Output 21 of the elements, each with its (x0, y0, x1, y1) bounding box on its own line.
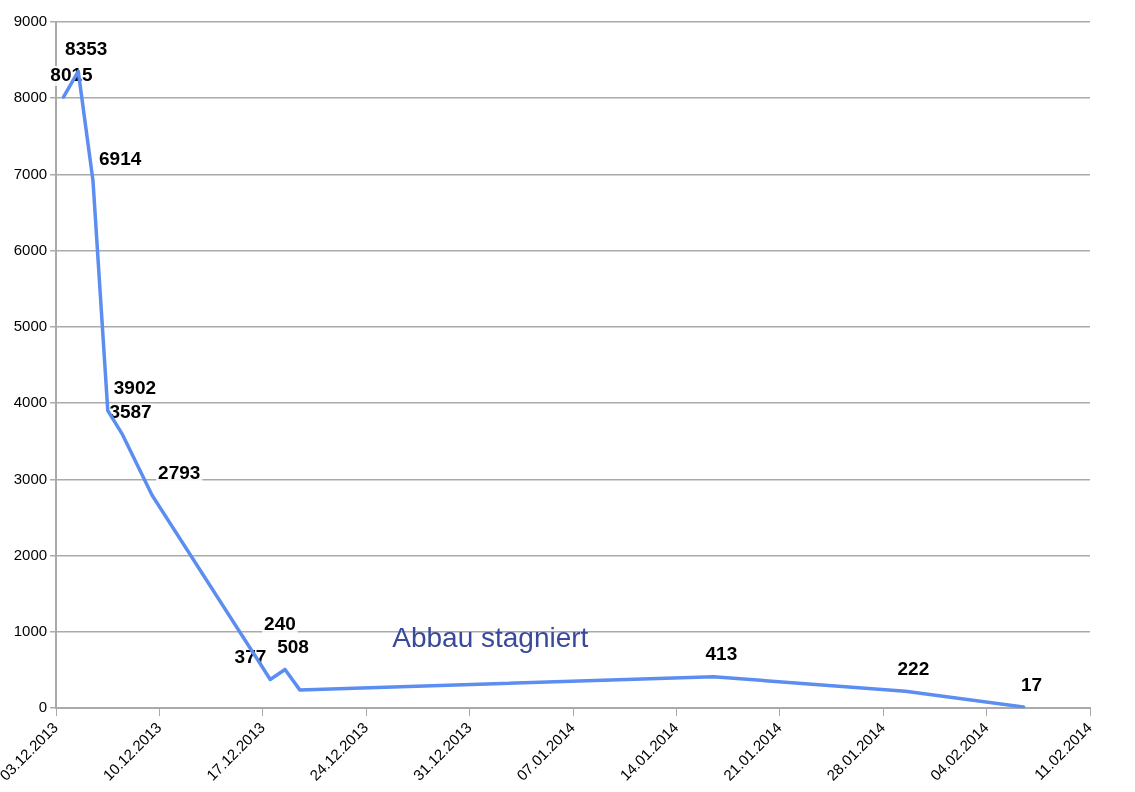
data-label: 240 (264, 612, 296, 634)
y-tick-label: 9000 (13, 12, 48, 30)
data-label: 8353 (65, 38, 108, 60)
y-tick-label: 8000 (13, 88, 48, 106)
y-tick-label: 2000 (13, 545, 48, 563)
data-label: 6914 (99, 147, 142, 169)
data-label: 508 (277, 636, 309, 658)
y-tick-label: 0 (38, 698, 48, 716)
y-tick-label: 3000 (13, 469, 48, 487)
data-label: 413 (705, 643, 738, 665)
y-tick-label: 1000 (13, 622, 48, 640)
y-tick-label: 5000 (13, 317, 48, 335)
data-label: 17 (1020, 673, 1043, 695)
data-label: 2793 (158, 461, 201, 483)
y-tick-label: 4000 (13, 393, 48, 411)
y-tick-label: 7000 (13, 164, 48, 182)
data-label: 3587 (109, 401, 152, 423)
y-tick-label: 6000 (13, 240, 48, 258)
data-label: 222 (897, 658, 930, 679)
data-label: 3902 (113, 377, 157, 399)
annotation: Abbau stagniert (392, 622, 589, 654)
